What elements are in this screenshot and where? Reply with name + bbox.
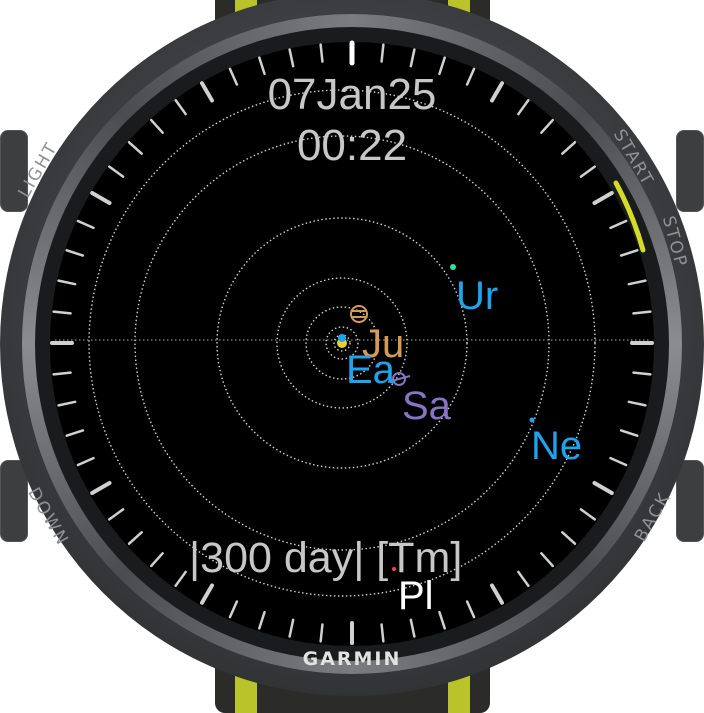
orbit-saturn (276, 277, 408, 409)
minute-tick (90, 191, 112, 205)
minute-tick (174, 99, 187, 116)
minute-tick (490, 583, 504, 605)
minute-tick (517, 570, 530, 587)
minute-ticks (50, 40, 654, 645)
minute-tick (90, 481, 112, 495)
minute-tick (65, 429, 85, 437)
uranus-dot (450, 264, 456, 270)
minute-tick (150, 118, 164, 134)
jupiter-marker (350, 305, 368, 323)
minute-tick (288, 618, 295, 638)
orbit-pluto (88, 89, 596, 597)
minute-tick (288, 48, 295, 68)
minute-tick (632, 310, 652, 315)
garmin-logo: GARMIN (302, 648, 402, 670)
minute-tick (52, 371, 72, 376)
minute-tick (258, 610, 266, 630)
minute-tick (438, 610, 446, 630)
watch-dial (50, 42, 654, 646)
minute-tick (76, 219, 95, 230)
minute-tick (228, 600, 239, 619)
planet-label-neptune: Ne (531, 424, 583, 468)
minute-tick (258, 56, 266, 76)
planet-label-saturn: Sa (402, 384, 451, 428)
minute-tick (438, 56, 446, 76)
minute-tick (627, 279, 647, 286)
planet-label-pluto: Pl (398, 574, 434, 618)
minute-tick (465, 67, 476, 86)
saturn-marker (387, 372, 411, 386)
minute-tick (592, 481, 614, 495)
minute-tick (127, 531, 143, 545)
minute-tick (108, 508, 125, 521)
minute-tick (517, 99, 530, 116)
neptune-dot (529, 417, 535, 423)
back-button[interactable] (676, 460, 704, 542)
minute-tick (540, 118, 554, 134)
minute-tick (200, 583, 214, 605)
orbit-neptune (134, 135, 550, 551)
time-display: 00:22 (296, 121, 408, 170)
minute-tick (380, 43, 385, 63)
down-button[interactable] (0, 460, 28, 542)
minute-tick (52, 310, 72, 315)
planet-label-uranus: Ur (456, 274, 499, 318)
earth-dot (338, 334, 346, 342)
minute-tick (627, 400, 647, 407)
minute-tick (57, 279, 77, 286)
minute-tick (57, 400, 77, 407)
minute-tick (609, 219, 628, 230)
minute-tick (319, 43, 324, 63)
minute-tick (174, 570, 187, 587)
minute-tick (609, 456, 628, 467)
minute-tick (409, 48, 416, 68)
planet-label-jupiter: Ju (362, 322, 405, 366)
minute-tick (200, 81, 214, 103)
minute-tick (490, 81, 504, 103)
minute-tick (76, 456, 95, 467)
orbit-jupiter (305, 306, 379, 380)
minute-tick (228, 67, 239, 86)
minute-tick (579, 165, 596, 178)
solar-system-map (50, 40, 654, 645)
minute-tick (465, 600, 476, 619)
minute-tick (632, 371, 652, 376)
minute-tick (540, 552, 554, 568)
planet-label-earth: Ea (346, 348, 395, 392)
activity-arc (613, 180, 646, 253)
minute-tick (592, 191, 614, 205)
minute-tick (319, 623, 324, 643)
minute-tick (127, 141, 143, 155)
date-display: 07Jan25 (267, 70, 437, 119)
minute-tick (561, 141, 577, 155)
minute-tick (108, 165, 125, 178)
minute-tick (409, 618, 416, 638)
minute-tick (380, 623, 385, 643)
minute-tick (619, 249, 639, 257)
pluto-dot (392, 567, 396, 571)
scale-label: |300 day| [Tm] (189, 534, 463, 582)
minute-tick (65, 249, 85, 257)
orbit-earth (325, 326, 359, 360)
minute-tick (150, 552, 164, 568)
minute-tick (579, 508, 596, 521)
orbit-uranus (216, 217, 468, 469)
light-button[interactable] (0, 130, 28, 212)
minute-tick (561, 531, 577, 545)
minute-tick (619, 429, 639, 437)
